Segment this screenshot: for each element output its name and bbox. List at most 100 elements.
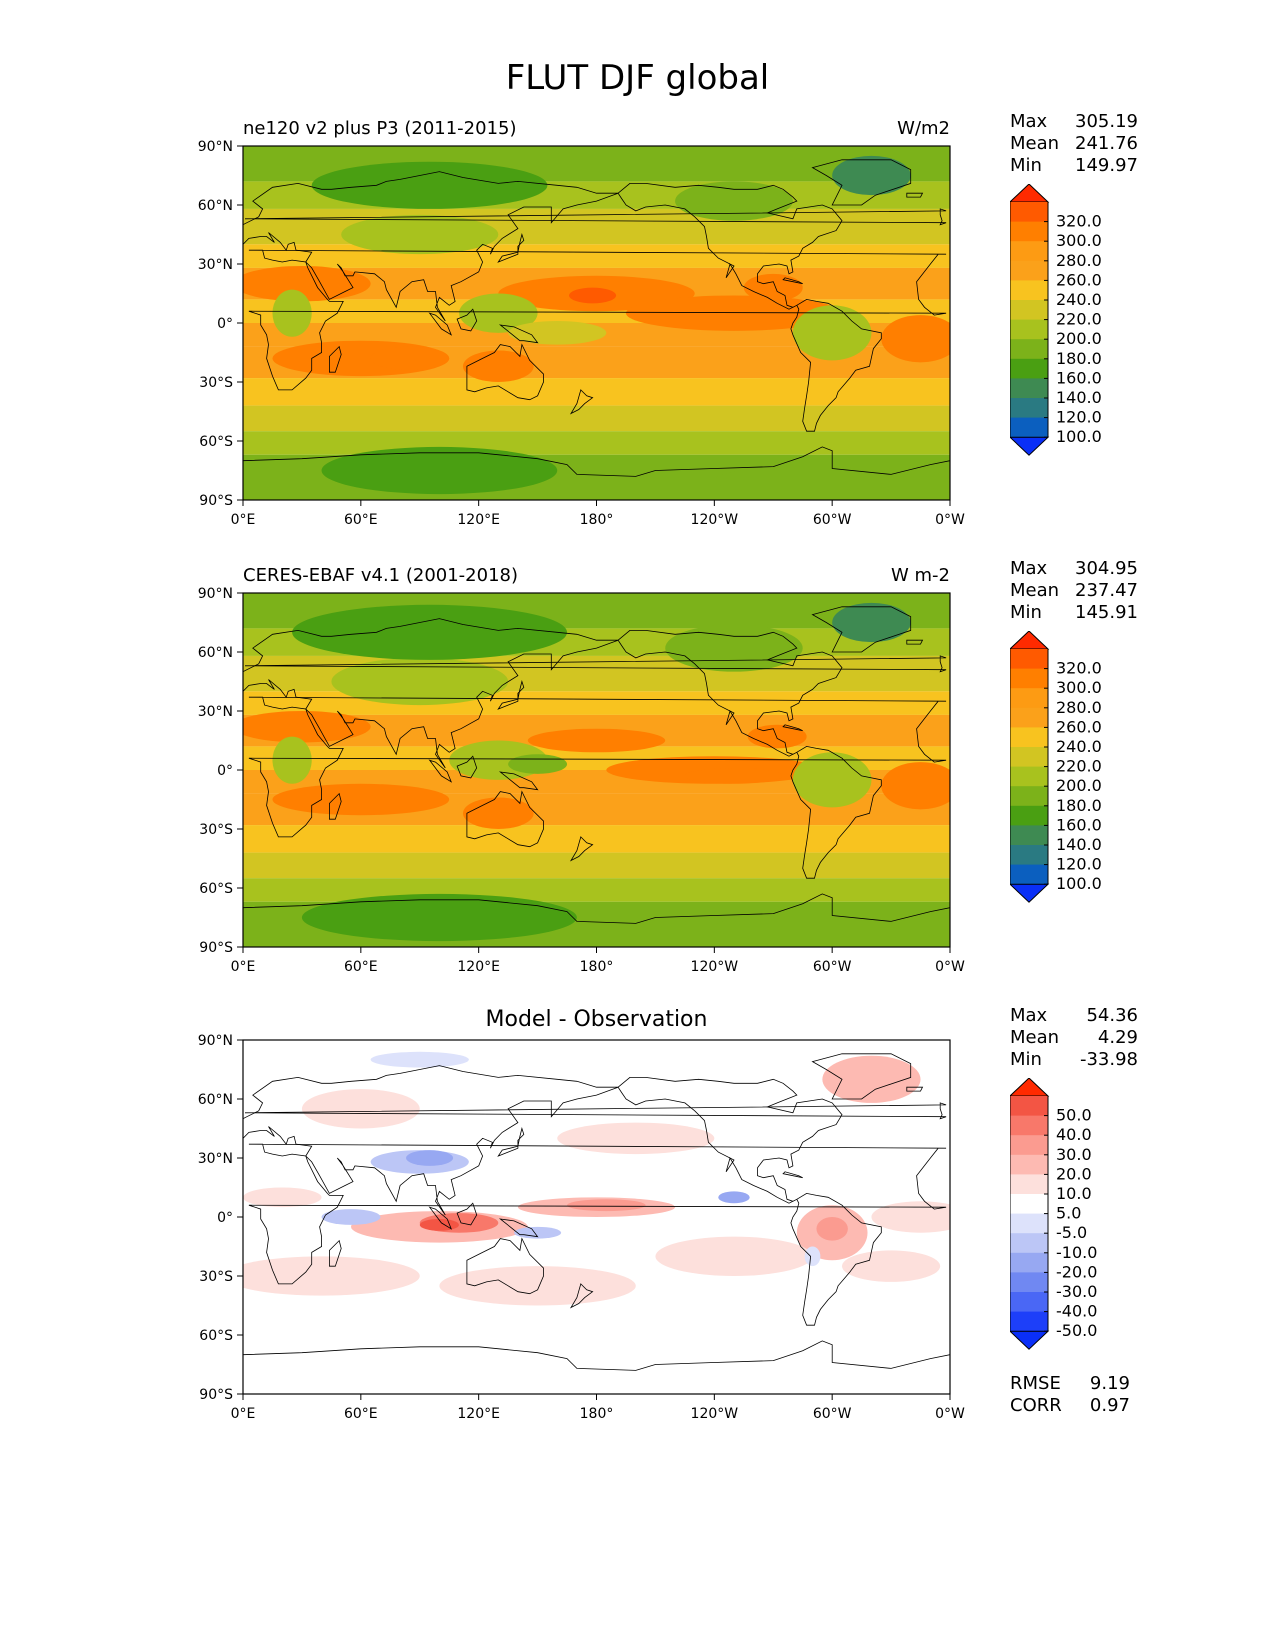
colorbar-tick-label: 120.0 bbox=[1056, 408, 1102, 427]
lon-tick-label: 0°E bbox=[231, 1406, 256, 1422]
field-contour bbox=[272, 783, 450, 816]
field-contour bbox=[792, 305, 872, 361]
colorbar-tick-label: 300.0 bbox=[1056, 231, 1102, 250]
field-contour bbox=[792, 752, 872, 808]
coastline-newguinea bbox=[498, 771, 539, 791]
field-contour bbox=[527, 728, 666, 753]
lon-tick-label: 180° bbox=[580, 512, 614, 528]
coastline-australia bbox=[466, 343, 544, 401]
lat-tick-label: 30°S bbox=[199, 375, 233, 391]
coastline-japan bbox=[497, 1127, 525, 1157]
coastline-newzealand bbox=[569, 389, 594, 415]
colorbar-extend-max bbox=[1010, 1078, 1050, 1097]
panel-1-title: ne120 v2 plus P3 (2011-2015) bbox=[243, 118, 517, 139]
colorbar-tick-label: 260.0 bbox=[1056, 270, 1102, 289]
colorbar-tick-label: 280.0 bbox=[1056, 251, 1102, 270]
lat-tick-label: 0° bbox=[217, 316, 233, 332]
stat-label: RMSE bbox=[1010, 1373, 1061, 1394]
colorbar-segment bbox=[1010, 727, 1048, 748]
lon-tick-label: 120°E bbox=[457, 959, 500, 975]
stat-value: -33.98 bbox=[1079, 1049, 1138, 1070]
coastline-africa bbox=[248, 1143, 947, 1285]
stat-label: Mean bbox=[1010, 1027, 1060, 1048]
field-contour bbox=[311, 161, 548, 209]
colorbar-tick-label: 40.0 bbox=[1056, 1125, 1092, 1144]
field-contour bbox=[569, 287, 617, 304]
coastline-samerica bbox=[790, 298, 882, 432]
lat-tick-label: 60°S bbox=[199, 881, 233, 897]
panel-3-stats: Max 54.36 Mean 4.29 Min -33.98 bbox=[1010, 1005, 1138, 1071]
coastline-cuba bbox=[782, 277, 803, 285]
colorbar-tick-label: 320.0 bbox=[1056, 212, 1102, 231]
coastlines bbox=[243, 1053, 950, 1394]
panel-2-stats: Max 304.95 Mean 237.47 Min 145.91 bbox=[1010, 558, 1138, 624]
lat-tick-label: 90°N bbox=[198, 139, 233, 155]
lon-tick-label: 0°E bbox=[231, 959, 256, 975]
lon-tick-label: 120°W bbox=[691, 512, 739, 528]
difference-contour bbox=[243, 1256, 420, 1296]
difference-contour bbox=[301, 1089, 420, 1129]
coastline-japan bbox=[497, 680, 525, 710]
field-contour bbox=[832, 155, 911, 196]
stat-value: 237.47 bbox=[1075, 580, 1138, 601]
coastline-sumatra bbox=[428, 759, 453, 783]
lon-tick-label: 180° bbox=[580, 1406, 614, 1422]
colorbar-segment bbox=[1010, 1292, 1048, 1313]
field-contour bbox=[243, 711, 371, 743]
difference-contour bbox=[841, 1250, 941, 1282]
colorbar-segment bbox=[1010, 668, 1048, 689]
colorbar-extend-min bbox=[1010, 883, 1050, 903]
colorbar-tick-label: 320.0 bbox=[1056, 659, 1102, 678]
difference-contour bbox=[243, 1187, 322, 1208]
stat-value: 9.19 bbox=[1089, 1373, 1130, 1394]
colorbar-tick-label: -20.0 bbox=[1056, 1262, 1097, 1281]
coastline-namerica bbox=[617, 630, 843, 757]
colorbar-segment bbox=[1010, 398, 1048, 419]
colorbar-segment bbox=[1010, 260, 1048, 281]
field-contour bbox=[508, 321, 607, 345]
stat-label: Min bbox=[1010, 602, 1042, 623]
field-contour bbox=[881, 762, 950, 810]
coastline-uk bbox=[244, 655, 947, 673]
coastline-iceland bbox=[906, 639, 924, 645]
colorbar-tick-label: 140.0 bbox=[1056, 388, 1102, 407]
lon-tick-label: 60°W bbox=[813, 959, 852, 975]
colorbar-segment bbox=[1010, 1311, 1048, 1332]
difference-contour bbox=[406, 1150, 454, 1166]
stat-value: 304.95 bbox=[1075, 558, 1138, 579]
coastline-borneo bbox=[456, 755, 478, 779]
stat-label: Max bbox=[1010, 1005, 1048, 1026]
stat-label: CORR bbox=[1010, 1395, 1062, 1416]
coastline-japan bbox=[497, 233, 525, 263]
coastline-samerica bbox=[790, 1192, 882, 1326]
lat-tick-label: 60°S bbox=[199, 434, 233, 450]
colorbar-tick-label: 50.0 bbox=[1056, 1106, 1092, 1125]
coastline-eurasia bbox=[243, 1065, 619, 1216]
colorbar-tick-label: 160.0 bbox=[1056, 815, 1102, 834]
difference-contour bbox=[822, 1055, 921, 1103]
field-contour bbox=[272, 289, 312, 337]
field-contour bbox=[684, 768, 784, 784]
coastline-antarctica bbox=[243, 1340, 950, 1394]
field-contour bbox=[459, 293, 538, 333]
coastline-greenland bbox=[811, 159, 912, 206]
coastline-eurasia bbox=[243, 171, 619, 322]
colorbar-tick-label: 120.0 bbox=[1056, 855, 1102, 874]
colorbar-segment bbox=[1010, 1233, 1048, 1254]
field-band bbox=[243, 378, 950, 406]
coastline-africa bbox=[248, 249, 947, 391]
field-contour bbox=[243, 265, 371, 302]
field-contour bbox=[743, 273, 803, 302]
colorbar-segment bbox=[1010, 1096, 1048, 1117]
panel-3-map: 90°N 60°N 30°N 0° 30°S 60°S 90°S 0°E 60°E 120°E 18… bbox=[198, 1033, 965, 1422]
lat-tick-label: 30°N bbox=[198, 704, 233, 720]
field-contour bbox=[301, 893, 577, 942]
colorbar-tick-label: 200.0 bbox=[1056, 776, 1102, 795]
colorbar-tick-label: 220.0 bbox=[1056, 757, 1102, 776]
colorbar-segment bbox=[1010, 1115, 1048, 1136]
field-contour bbox=[341, 214, 499, 255]
coastline-namerica bbox=[617, 1077, 843, 1204]
panel-3-title: Model - Observation bbox=[485, 1007, 708, 1032]
coastline-newguinea bbox=[498, 1218, 539, 1238]
lat-tick-label: 90°S bbox=[199, 940, 233, 956]
